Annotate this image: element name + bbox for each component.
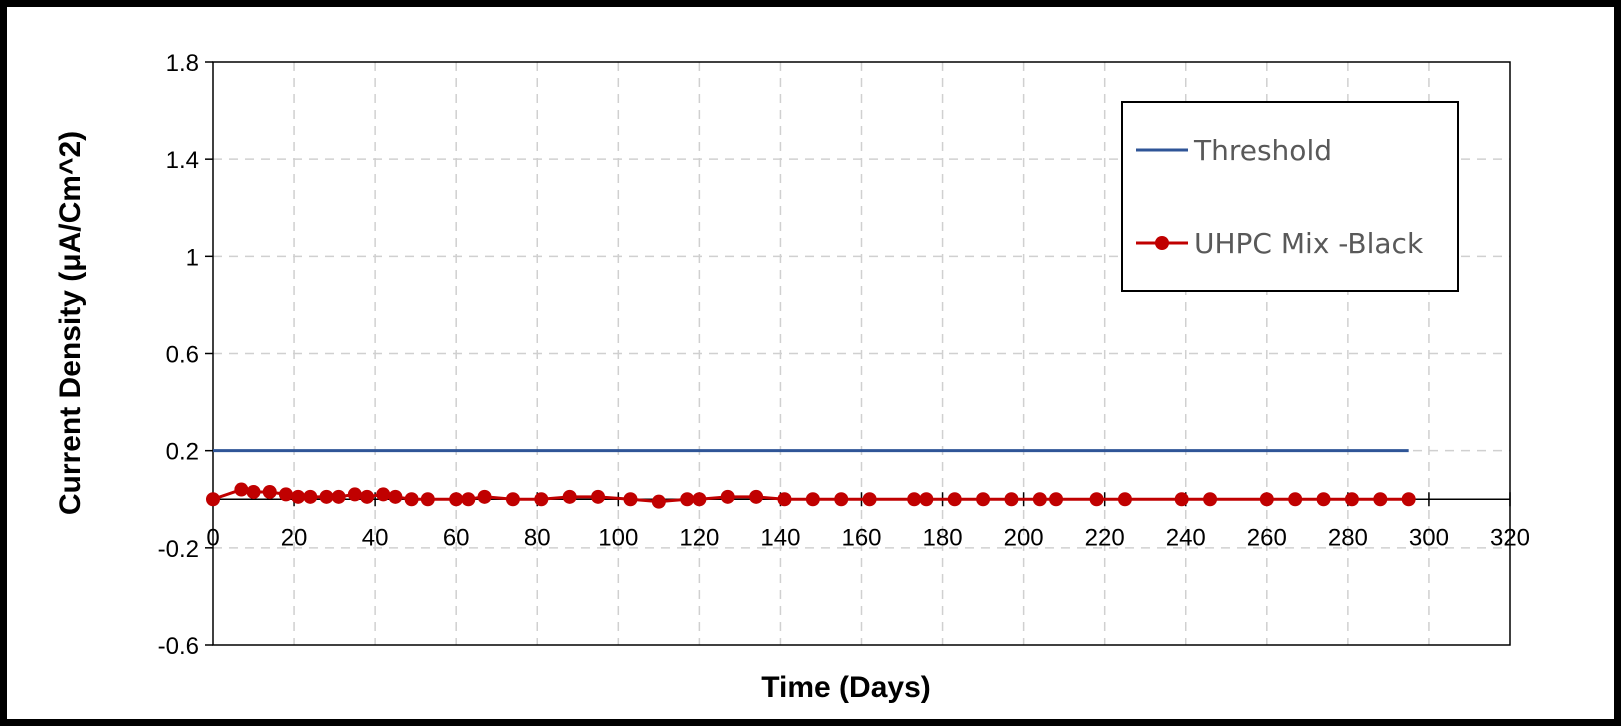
data-point (319, 489, 334, 504)
data-point (1316, 492, 1331, 507)
x-tick-label: 320 (1490, 524, 1530, 551)
x-tick-label: 80 (524, 524, 551, 551)
y-tick-label: 1.4 (166, 147, 199, 174)
legend-uhpc-marker (1155, 236, 1169, 250)
data-point (461, 492, 476, 507)
x-tick-label: 40 (362, 524, 389, 551)
legend-box (1121, 101, 1459, 292)
data-point (562, 489, 577, 504)
data-point (388, 489, 403, 504)
x-tick-label: 220 (1085, 524, 1125, 551)
data-point (376, 487, 391, 502)
data-point (291, 489, 306, 504)
data-point (262, 484, 277, 499)
data-point (234, 482, 249, 497)
data-point (1344, 492, 1359, 507)
data-point (1049, 492, 1064, 507)
data-point (749, 489, 764, 504)
data-point (206, 492, 220, 507)
y-tick-label: 0.6 (166, 342, 199, 369)
data-point (623, 492, 638, 507)
x-tick-label: 260 (1247, 524, 1287, 551)
data-point (680, 492, 695, 507)
data-point (1174, 492, 1189, 507)
data-point (805, 492, 820, 507)
data-point (347, 487, 362, 502)
y-axis-ticks: 1.8 1.4 1 0.6 0.2 -0.2 -0.6 (158, 50, 213, 660)
data-point (1089, 492, 1104, 507)
data-point (331, 489, 346, 504)
data-point (449, 492, 464, 507)
data-point (1259, 492, 1274, 507)
data-point (976, 492, 991, 507)
data-point (303, 489, 318, 504)
data-point (862, 492, 877, 507)
x-tick-label: 20 (281, 524, 308, 551)
data-point (246, 484, 261, 499)
x-tick-label: 60 (443, 524, 470, 551)
legend-threshold-label: Threshold (1193, 134, 1332, 167)
y-tick-label: 1.8 (166, 50, 199, 77)
data-point (651, 494, 666, 509)
data-point (404, 492, 419, 507)
x-tick-label: 180 (923, 524, 963, 551)
data-point (1004, 492, 1019, 507)
data-point (777, 492, 792, 507)
data-point (1288, 492, 1303, 507)
data-point (1117, 492, 1132, 507)
data-point (919, 492, 934, 507)
data-point (947, 492, 962, 507)
series-group (206, 449, 1416, 509)
legend-uhpc-label: UHPC Mix -Black (1194, 227, 1424, 260)
data-point (1032, 492, 1047, 507)
data-point (1401, 492, 1416, 507)
data-point (1373, 492, 1388, 507)
x-tick-label: 160 (841, 524, 881, 551)
data-point (360, 489, 375, 504)
y-tick-label: -0.2 (158, 536, 199, 563)
x-tick-label: 140 (760, 524, 800, 551)
data-point (477, 489, 492, 504)
data-point (834, 492, 849, 507)
x-tick-label: 0 (206, 524, 219, 551)
data-point (591, 489, 606, 504)
data-point (505, 492, 520, 507)
data-point (1203, 492, 1218, 507)
data-point (534, 492, 549, 507)
y-tick-label: 0.2 (166, 439, 199, 466)
y-tick-label: 1 (186, 244, 199, 271)
legend: Threshold UHPC Mix -Black (1121, 101, 1459, 292)
x-tick-label: 300 (1409, 524, 1449, 551)
x-tick-label: 240 (1166, 524, 1206, 551)
data-point (420, 492, 435, 507)
x-axis-title: Time (Days) (761, 671, 931, 704)
data-point (692, 492, 707, 507)
data-point (907, 492, 922, 507)
x-tick-label: 100 (598, 524, 638, 551)
data-point (720, 489, 735, 504)
y-axis-title: Current Density (μA/Cm^2) (54, 131, 87, 515)
x-axis-ticks: 0 20 40 60 80 100 120 140 160 180 200 220 240 260 280 3… (206, 492, 1530, 551)
x-tick-label: 120 (679, 524, 719, 551)
x-tick-label: 280 (1328, 524, 1368, 551)
x-tick-label: 200 (1004, 524, 1044, 551)
y-tick-label: -0.6 (158, 633, 199, 660)
data-point (278, 487, 293, 502)
